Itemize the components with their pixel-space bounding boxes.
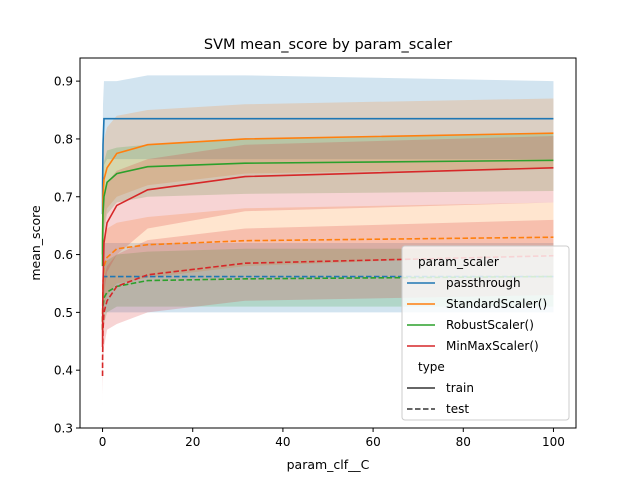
- chart-title: SVM mean_score by param_scaler: [204, 37, 452, 53]
- legend-hue-title: param_scaler: [418, 255, 499, 269]
- series-line-minmaxscaler-test: [101, 254, 554, 376]
- y-tick-label: 0.3: [54, 422, 73, 436]
- legend-label-robustscaler: RobustScaler(): [446, 318, 534, 332]
- series-line-minmaxscaler-train: [101, 167, 554, 348]
- legend-box: [401, 245, 570, 421]
- ci-band-minmaxscaler-train: [102, 136, 554, 400]
- y-axis: 0.3 0.4 0.5 0.6 0.7 0.8 0.9: [54, 75, 80, 436]
- y-tick-label: 0.7: [54, 190, 73, 204]
- legend-label-minmaxscaler: MinMaxScaler(): [446, 339, 539, 353]
- y-tick-label: 0.4: [54, 364, 73, 378]
- ci-band-standardscaler-test: [102, 202, 554, 371]
- x-tick-label: 20: [185, 435, 200, 449]
- y-axis-label: mean_score: [28, 205, 43, 281]
- legend-label-standardscaler: StandardScaler(): [446, 297, 547, 311]
- y-tick-label: 0.9: [54, 75, 73, 89]
- y-tick-label: 0.5: [54, 306, 73, 320]
- x-tick-label: 40: [275, 435, 290, 449]
- series-line-passthrough-train: [101, 117, 554, 215]
- legend: param_scaler passthrough StandardScaler() R…: [401, 245, 570, 421]
- series-lines: [101, 117, 554, 376]
- x-axis-label: param_clf__C: [287, 457, 370, 472]
- ci-band-passthrough-train: [102, 75, 554, 243]
- legend-label-test: test: [446, 402, 469, 416]
- series-line-robustscaler-train: [101, 159, 554, 267]
- x-axis: 0 20 40 60 80 100: [99, 428, 565, 449]
- x-tick-label: 80: [456, 435, 471, 449]
- x-tick-label: 0: [99, 435, 107, 449]
- y-tick-label: 0.6: [54, 248, 73, 262]
- x-tick-label: 60: [365, 435, 380, 449]
- series-line-robustscaler-test: [101, 275, 554, 330]
- legend-label-passthrough: passthrough: [446, 276, 521, 290]
- ci-band-standardscaler-train: [102, 98, 554, 313]
- legend-label-train: train: [446, 381, 474, 395]
- y-tick-label: 0.8: [54, 132, 73, 146]
- plot-frame: [79, 57, 577, 429]
- legend-style-title: type: [418, 360, 445, 374]
- ci-band-robustscaler-train: [102, 133, 554, 313]
- x-tick-label: 100: [542, 435, 565, 449]
